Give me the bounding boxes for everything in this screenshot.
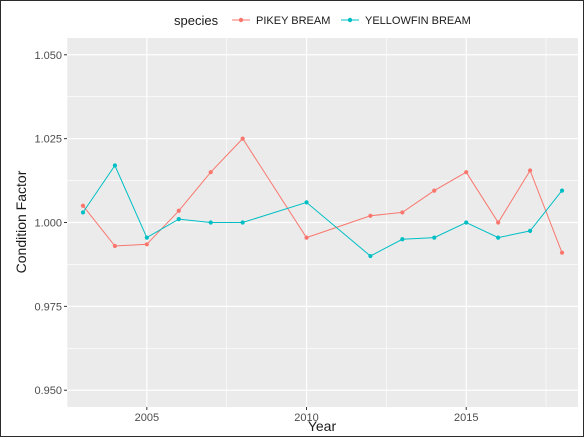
legend-key-point-pikey: [238, 17, 244, 23]
legend: species PIKEY BREAM YELLOWFIN BREAM: [174, 13, 471, 28]
y-axis: 0.950 0.975 1.000 1.025 1.050: [34, 50, 67, 397]
data-point-yellowfin-bream: [144, 235, 149, 240]
data-point-pikey-bream: [304, 235, 309, 240]
data-point-pikey-bream: [496, 220, 501, 225]
data-point-yellowfin-bream: [559, 188, 565, 193]
data-point-pikey-bream: [208, 170, 213, 175]
series-layer: [80, 136, 565, 259]
series-line-pikey-bream: [82, 137, 563, 253]
y-axis-title: Condition Factor: [13, 170, 29, 273]
x-tick-label: 2015: [454, 412, 478, 424]
data-point-yellowfin-bream: [464, 220, 469, 225]
data-point-yellowfin-bream: [208, 220, 213, 225]
data-point-yellowfin-bream: [80, 210, 86, 215]
data-point-yellowfin-bream: [112, 163, 118, 168]
data-point-pikey-bream: [527, 168, 533, 173]
x-axis: 2005 2010 2015: [135, 407, 478, 424]
data-point-yellowfin-bream: [400, 237, 405, 242]
data-point-yellowfin-bream: [240, 220, 245, 225]
legend-key-point-yellowfin: [347, 17, 353, 23]
data-point-pikey-bream: [80, 203, 86, 208]
data-point-yellowfin-bream: [432, 235, 437, 240]
data-point-pikey-bream: [144, 242, 149, 247]
legend-label-yellowfin: YELLOWFIN BREAM: [365, 15, 471, 27]
data-point-pikey-bream: [432, 188, 437, 193]
y-tick-label: 1.050: [34, 50, 62, 62]
data-point-pikey-bream: [240, 136, 245, 141]
x-tick-label: 2010: [294, 412, 318, 424]
y-tick-label: 1.025: [34, 134, 62, 146]
data-point-yellowfin-bream: [527, 228, 533, 233]
series-line-yellowfin-bream: [82, 164, 563, 257]
x-tick-label: 2005: [135, 412, 159, 424]
legend-title: species: [174, 13, 219, 28]
data-point-pikey-bream: [176, 208, 181, 213]
y-tick-label: 1.000: [34, 218, 62, 230]
y-tick-label: 0.950: [34, 385, 62, 397]
x-axis-title: Year: [308, 418, 337, 434]
data-point-pikey-bream: [368, 213, 373, 218]
legend-label-pikey: PIKEY BREAM: [256, 15, 330, 27]
data-point-yellowfin-bream: [368, 253, 373, 259]
data-point-yellowfin-bream: [496, 235, 501, 240]
data-point-pikey-bream: [464, 170, 469, 175]
data-point-pikey-bream: [112, 243, 118, 249]
data-point-yellowfin-bream: [304, 200, 309, 205]
data-point-yellowfin-bream: [176, 217, 181, 222]
y-tick-label: 0.975: [34, 301, 62, 313]
data-point-pikey-bream: [400, 210, 405, 215]
data-point-pikey-bream: [559, 250, 565, 255]
